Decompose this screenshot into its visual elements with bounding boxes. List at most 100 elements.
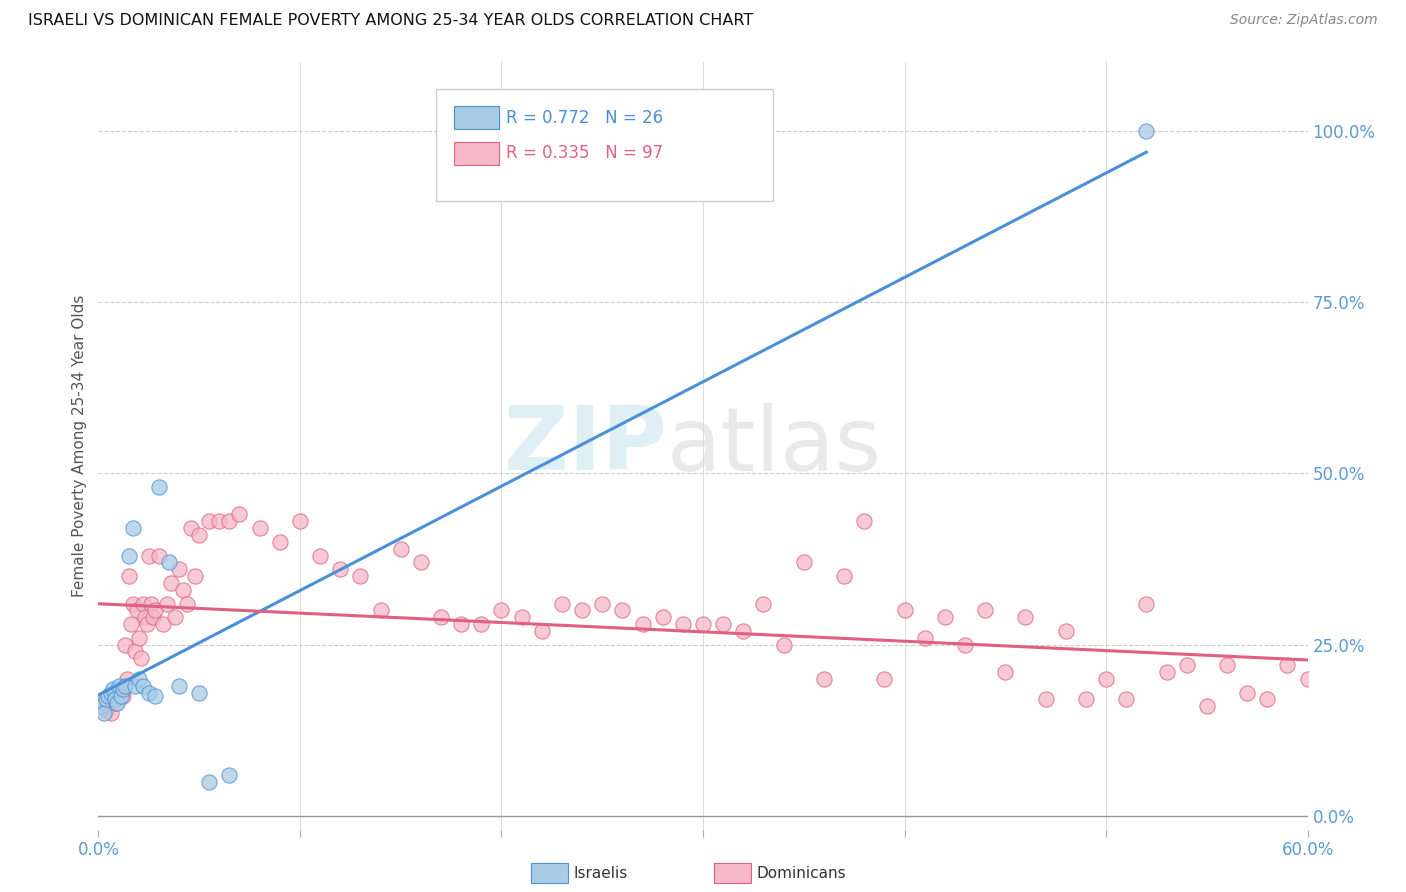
Point	[143, 689, 166, 703]
Point	[124, 679, 146, 693]
Point	[97, 689, 120, 703]
Point	[752, 597, 775, 611]
Point	[198, 514, 221, 528]
Point	[138, 549, 160, 563]
Point	[1135, 597, 1157, 611]
Point	[135, 617, 157, 632]
Point	[134, 610, 156, 624]
Point	[1115, 692, 1137, 706]
Point	[142, 610, 165, 624]
Point	[148, 480, 170, 494]
Point	[93, 706, 115, 720]
Point	[105, 696, 128, 710]
Point	[1236, 685, 1258, 699]
Point	[772, 638, 794, 652]
Y-axis label: Female Poverty Among 25-34 Year Olds: Female Poverty Among 25-34 Year Olds	[72, 295, 87, 597]
Point	[1035, 692, 1057, 706]
Point	[148, 549, 170, 563]
Point	[551, 597, 574, 611]
Point	[269, 535, 291, 549]
Point	[121, 597, 143, 611]
Point	[1256, 692, 1278, 706]
Text: Dominicans: Dominicans	[756, 866, 846, 880]
Point	[450, 617, 472, 632]
Point	[934, 610, 956, 624]
Point	[110, 682, 132, 697]
Point	[111, 682, 134, 697]
Point	[1054, 624, 1077, 638]
Point	[793, 556, 815, 570]
Point	[97, 699, 120, 714]
Point	[152, 617, 174, 632]
Point	[612, 603, 634, 617]
Point	[1277, 658, 1299, 673]
Point	[994, 665, 1017, 679]
Point	[430, 610, 453, 624]
Point	[1014, 610, 1036, 624]
Text: R = 0.772   N = 26: R = 0.772 N = 26	[506, 109, 664, 127]
Point	[143, 603, 166, 617]
Point	[100, 706, 122, 720]
Point	[96, 703, 118, 717]
Point	[128, 672, 150, 686]
Point	[571, 603, 593, 617]
Point	[510, 610, 533, 624]
Point	[132, 679, 155, 693]
Point	[96, 692, 118, 706]
Text: ZIP: ZIP	[503, 402, 666, 490]
Point	[491, 603, 513, 617]
Point	[120, 617, 142, 632]
Point	[1095, 672, 1118, 686]
Point	[409, 556, 432, 570]
Point	[853, 514, 876, 528]
Point	[110, 689, 132, 703]
Point	[91, 699, 114, 714]
Point	[114, 638, 136, 652]
Point	[107, 685, 129, 699]
Point	[198, 774, 221, 789]
Point	[157, 556, 180, 570]
Point	[188, 528, 211, 542]
Point	[138, 685, 160, 699]
Point	[132, 597, 155, 611]
Point	[329, 562, 352, 576]
Point	[249, 521, 271, 535]
Point	[172, 582, 194, 597]
Point	[105, 689, 128, 703]
Point	[1316, 706, 1339, 720]
Point	[631, 617, 654, 632]
Point	[1156, 665, 1178, 679]
Point	[893, 603, 915, 617]
Point	[1357, 685, 1379, 699]
Point	[1337, 685, 1360, 699]
Text: Israelis: Israelis	[574, 866, 628, 880]
Text: ISRAELI VS DOMINICAN FEMALE POVERTY AMONG 25-34 YEAR OLDS CORRELATION CHART: ISRAELI VS DOMINICAN FEMALE POVERTY AMON…	[28, 13, 754, 29]
Point	[156, 597, 179, 611]
Point	[370, 603, 392, 617]
Point	[188, 685, 211, 699]
Point	[1074, 692, 1097, 706]
Point	[118, 549, 141, 563]
Point	[218, 768, 240, 782]
Point	[208, 514, 231, 528]
Point	[128, 631, 150, 645]
Point	[176, 597, 198, 611]
Point	[914, 631, 936, 645]
Point	[1175, 658, 1198, 673]
Point	[1216, 658, 1239, 673]
Point	[470, 617, 492, 632]
Point	[309, 549, 332, 563]
Point	[167, 562, 190, 576]
Text: atlas: atlas	[666, 402, 882, 490]
Point	[107, 679, 129, 693]
Point	[974, 603, 997, 617]
Point	[103, 692, 125, 706]
Point	[953, 638, 976, 652]
Point	[832, 569, 855, 583]
Point	[530, 624, 553, 638]
Point	[163, 610, 186, 624]
Point	[288, 514, 311, 528]
Point	[218, 514, 240, 528]
Point	[873, 672, 896, 686]
Point	[129, 651, 152, 665]
